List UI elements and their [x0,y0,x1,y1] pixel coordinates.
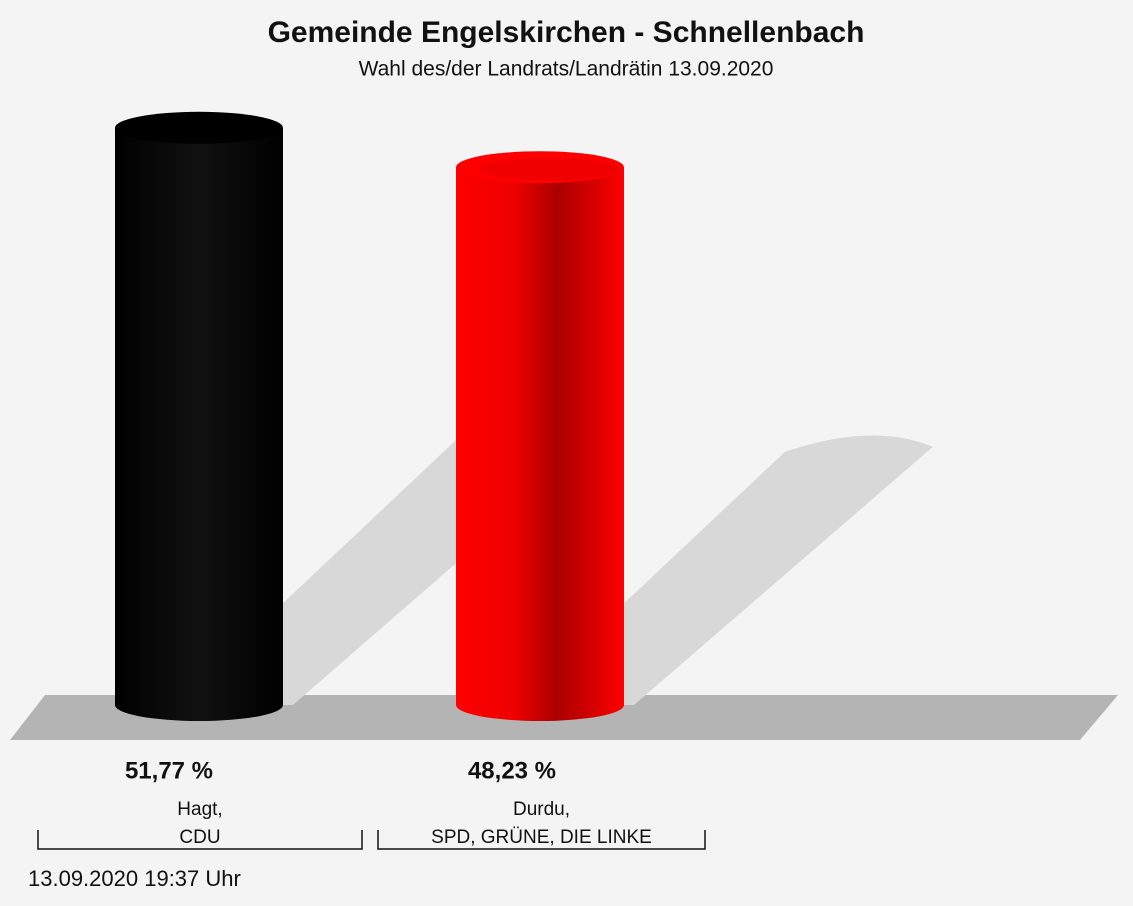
bar-top-shade [480,158,620,181]
value-label: 48,23 % [468,757,556,784]
category-label: SPD, GRÜNE, DIE LINKE [431,827,652,848]
chart-subtitle: Wahl des/der Landrats/Landrätin 13.09.20… [359,58,774,81]
category-label: Hagt, [177,799,222,820]
chart-title: Gemeinde Engelskirchen - Schnellenbach [268,16,865,49]
category-bracket [377,830,706,850]
category-label: CDU [179,827,220,848]
category-bracket [37,830,363,850]
bar [115,127,283,721]
bar [456,167,624,722]
footer: 13.09.2020 19:37 Uhr [28,866,241,891]
value-label: 51,77 % [125,757,213,784]
category-label: Durdu, [513,799,570,820]
bar-top [115,111,283,144]
